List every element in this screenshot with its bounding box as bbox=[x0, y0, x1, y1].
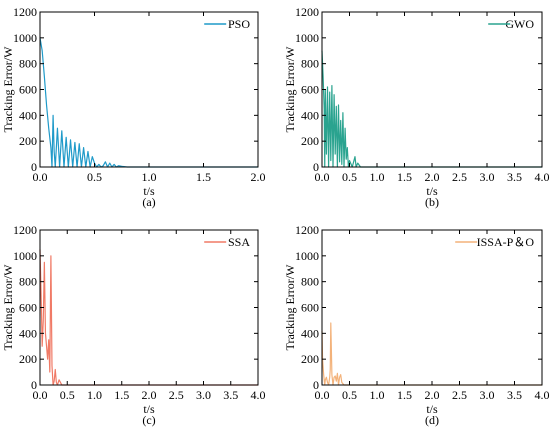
y-tick-label: 1000 bbox=[295, 249, 319, 263]
x-tick-label: 2.0 bbox=[142, 388, 157, 402]
x-tick-label: 1.5 bbox=[196, 170, 211, 184]
x-tick-label: 2.0 bbox=[425, 388, 440, 402]
x-tick-label: 1.0 bbox=[370, 388, 385, 402]
panel-label: (b) bbox=[425, 195, 439, 209]
y-tick-label: 0 bbox=[313, 160, 319, 174]
plot-frame bbox=[39, 229, 259, 386]
x-tick-label: 0.5 bbox=[342, 388, 357, 402]
x-tick-label: 1.0 bbox=[87, 388, 102, 402]
y-tick-label: 200 bbox=[301, 134, 319, 148]
y-tick-label: 0 bbox=[31, 160, 37, 174]
x-axis-label: t/s bbox=[143, 402, 155, 416]
chart-panel-1: 0.0 0.5 1.0 1.5 2.0 2.5 3.0 3.5 4.0 0 200 400 600 800… bbox=[283, 5, 550, 209]
x-tick-label: 0.5 bbox=[87, 170, 102, 184]
series-line-0 bbox=[321, 50, 542, 168]
series-line-0 bbox=[321, 322, 542, 386]
y-axis-label: Tracking Error/W bbox=[1, 264, 15, 351]
y-tick-label: 1200 bbox=[13, 223, 37, 237]
y-tick-label: 200 bbox=[19, 134, 37, 148]
x-tick-label: 3.0 bbox=[480, 388, 495, 402]
x-tick-label: 2.5 bbox=[452, 170, 467, 184]
y-tick-label: 800 bbox=[301, 275, 319, 289]
y-tick-label: 800 bbox=[301, 57, 319, 71]
x-tick-label: 0.0 bbox=[33, 388, 48, 402]
y-tick-label: 400 bbox=[19, 326, 37, 340]
x-tick-label: 2.0 bbox=[425, 170, 440, 184]
y-tick-label: 1200 bbox=[13, 5, 37, 19]
x-axis-label: t/s bbox=[143, 184, 155, 198]
x-tick-label: 0.0 bbox=[315, 388, 330, 402]
y-tick-label: 600 bbox=[301, 83, 319, 97]
chart-panel-3: 0.0 0.5 1.0 1.5 2.0 2.5 3.0 3.5 4.0 0 200 400 600 800… bbox=[283, 223, 550, 427]
x-tick-label: 4.0 bbox=[535, 388, 550, 402]
x-tick-label: 1.5 bbox=[397, 170, 412, 184]
x-tick-label: 3.5 bbox=[223, 388, 238, 402]
chart-panel-0: 0.0 0.5 1.0 1.5 2.0 0 200 400 600 800 1000 1200 t/s T… bbox=[1, 5, 266, 209]
y-tick-label: 1000 bbox=[13, 31, 37, 45]
x-tick-label: 1.0 bbox=[370, 170, 385, 184]
x-tick-label: 2.5 bbox=[452, 388, 467, 402]
y-tick-label: 1000 bbox=[295, 31, 319, 45]
x-axis-label: t/s bbox=[426, 184, 438, 198]
y-tick-label: 400 bbox=[301, 326, 319, 340]
legend-label: GWO bbox=[505, 17, 534, 31]
legend-label: PSO bbox=[228, 17, 250, 31]
x-axis-label: t/s bbox=[426, 402, 438, 416]
chart-panel-2: 0.0 0.5 1.0 1.5 2.0 2.5 3.0 3.5 4.0 0 200 400 600 800… bbox=[1, 223, 266, 427]
y-tick-label: 0 bbox=[313, 378, 319, 392]
y-tick-label: 200 bbox=[19, 352, 37, 366]
plot-frame bbox=[321, 11, 543, 168]
y-tick-label: 400 bbox=[301, 108, 319, 122]
y-tick-label: 800 bbox=[19, 57, 37, 71]
legend-label: SSA bbox=[228, 235, 250, 249]
series-line-0 bbox=[39, 37, 258, 168]
y-tick-label: 1200 bbox=[295, 223, 319, 237]
y-tick-label: 600 bbox=[19, 83, 37, 97]
x-tick-label: 2.0 bbox=[251, 170, 266, 184]
x-tick-label: 3.0 bbox=[196, 388, 211, 402]
x-tick-label: 0.5 bbox=[60, 388, 75, 402]
y-axis-label: Tracking Error/W bbox=[1, 46, 15, 133]
y-tick-label: 800 bbox=[19, 275, 37, 289]
y-axis-label: Tracking Error/W bbox=[283, 264, 297, 351]
x-tick-label: 3.5 bbox=[507, 170, 522, 184]
x-tick-label: 4.0 bbox=[535, 170, 550, 184]
panel-label: (d) bbox=[425, 413, 439, 427]
plot-frame bbox=[39, 11, 259, 168]
x-tick-label: 1.5 bbox=[397, 388, 412, 402]
x-tick-label: 0.0 bbox=[315, 170, 330, 184]
y-tick-label: 400 bbox=[19, 108, 37, 122]
x-tick-label: 0.0 bbox=[33, 170, 48, 184]
plot-frame bbox=[321, 229, 543, 386]
y-axis-label: Tracking Error/W bbox=[283, 46, 297, 133]
y-tick-label: 600 bbox=[19, 301, 37, 315]
y-tick-label: 1200 bbox=[295, 5, 319, 19]
y-tick-label: 600 bbox=[301, 301, 319, 315]
x-tick-label: 1.5 bbox=[114, 388, 129, 402]
series-line-0 bbox=[39, 249, 258, 386]
y-tick-label: 1000 bbox=[13, 249, 37, 263]
x-tick-label: 1.0 bbox=[142, 170, 157, 184]
panel-label: (c) bbox=[142, 413, 155, 427]
x-tick-label: 2.5 bbox=[169, 388, 184, 402]
x-tick-label: 0.5 bbox=[342, 170, 357, 184]
panel-label: (a) bbox=[142, 195, 155, 209]
y-tick-label: 200 bbox=[301, 352, 319, 366]
y-tick-label: 0 bbox=[31, 378, 37, 392]
x-tick-label: 3.5 bbox=[507, 388, 522, 402]
legend-label: ISSA-P＆O bbox=[477, 235, 535, 249]
x-tick-label: 3.0 bbox=[480, 170, 495, 184]
x-tick-label: 4.0 bbox=[251, 388, 266, 402]
